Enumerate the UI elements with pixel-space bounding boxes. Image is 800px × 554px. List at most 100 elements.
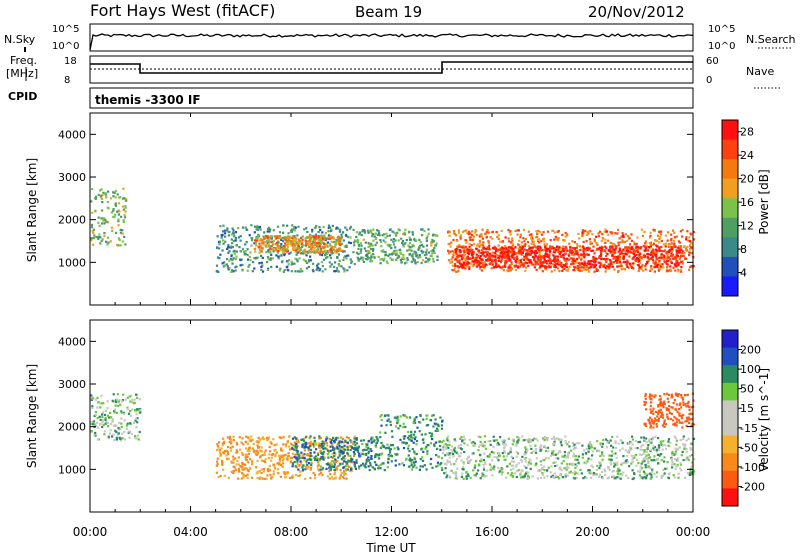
data-cell-power-981 [367,229,370,232]
data-cell-velocity-1991 [475,472,478,475]
data-cell-power-1413 [525,266,528,269]
data-cell-power-14 [123,213,126,217]
data-cell-power-1710 [664,234,667,237]
data-cell-velocity-1170 [390,455,394,458]
data-cell-velocity-582 [272,453,275,456]
data-cell-velocity-1868 [643,476,646,479]
data-cell-power-259 [341,231,345,234]
data-cell-power-2727 [634,259,637,262]
data-cell-velocity-1434 [453,438,456,441]
data-cell-velocity-1585 [601,454,604,457]
data-cell-power-1114 [415,252,418,255]
data-cell-power-299 [327,230,330,233]
data-cell-velocity-1975 [682,438,685,441]
data-cell-velocity-361 [256,459,259,462]
data-cell-velocity-1734 [570,462,573,465]
data-cell-power-2808 [628,250,631,253]
data-cell-power-1426 [455,234,458,237]
data-cell-power-841 [337,235,340,238]
data-cell-power-48 [124,198,127,201]
data-cell-power-209 [244,243,247,246]
data-cell-velocity-786 [353,463,356,466]
data-cell-velocity-1809 [674,458,677,461]
data-cell-velocity-455 [240,451,244,455]
data-cell-power-1984 [622,234,625,237]
data-cell-velocity-946 [358,452,361,455]
data-cell-velocity-862 [367,440,370,443]
data-cell-velocity-497 [245,435,248,438]
data-cell-power-148 [332,265,336,268]
data-cell-velocity-404 [241,472,244,475]
data-cell-velocity-148 [90,422,93,425]
data-cell-velocity-1018 [415,439,419,443]
data-cell-velocity-887 [330,465,333,468]
data-cell-power-1689 [532,240,535,243]
data-cell-power-2768 [555,266,558,269]
data-cell-power-349 [221,233,224,236]
data-cell-power-777 [324,237,327,240]
data-cell-power-2071 [638,267,641,270]
data-cell-power-1972 [664,257,667,260]
data-cell-velocity-1045 [423,464,426,467]
power-cbar-tick-label-6: 28 [740,126,754,139]
data-cell-velocity-893 [294,445,297,448]
data-cell-power-354 [335,239,338,242]
data-cell-power-1750 [504,236,507,239]
data-cell-velocity-549 [218,448,222,452]
data-cell-velocity-1892 [637,462,640,465]
data-cell-velocity-765 [293,448,296,451]
data-cell-power-411 [327,234,331,237]
data-cell-power-1531 [686,230,689,233]
data-cell-velocity-171 [96,421,99,424]
ytick-label-3: 4000 [58,128,86,141]
data-cell-power-2363 [504,261,507,265]
data-cell-power-913 [338,243,342,246]
data-cell-power-373 [277,257,280,260]
data-cell-power-2337 [612,248,615,251]
data-cell-power-472 [277,255,280,258]
data-cell-power-2096 [581,269,584,272]
data-cell-power-380 [282,224,285,227]
data-cell-velocity-1468 [645,476,648,480]
data-cell-velocity-687 [330,438,333,441]
data-cell-power-2103 [510,267,513,270]
data-cell-velocity-160 [138,398,141,401]
data-cell-velocity-123 [136,408,139,411]
data-cell-velocity-874 [351,458,354,461]
data-cell-velocity-379 [256,444,259,447]
data-cell-power-574 [303,228,306,231]
data-cell-velocity-1401 [522,439,525,442]
data-cell-power-2585 [465,256,468,259]
data-cell-velocity-909 [308,445,312,448]
data-cell-power-2715 [507,266,510,269]
data-cell-power-775 [297,245,300,248]
data-cell-velocity-630 [226,436,229,439]
data-cell-velocity-1739 [463,450,466,454]
data-cell-power-282 [343,250,346,253]
data-cell-velocity-270 [216,457,219,460]
data-cell-power-2881 [549,247,552,250]
data-cell-power-1265 [531,240,534,243]
data-cell-power-846 [322,235,326,238]
data-cell-velocity-360 [292,452,295,455]
data-cell-velocity-619 [306,453,309,456]
data-cell-velocity-1327 [541,472,544,475]
data-cell-velocity-940 [321,452,325,455]
data-cell-power-2762 [592,260,596,263]
data-cell-velocity-1225 [595,468,598,471]
data-cell-power-2777 [548,260,552,263]
data-cell-power-2394 [595,257,598,260]
data-cell-power-638 [271,243,274,246]
data-cell-power-982 [428,251,431,254]
data-cell-power-510 [345,244,348,247]
data-cell-velocity-576 [331,444,334,447]
data-cell-power-155 [337,253,340,256]
data-cell-velocity-1621 [503,451,506,454]
data-cell-velocity-1628 [527,474,530,477]
data-cell-power-915 [313,247,316,250]
data-cell-power-1406 [670,239,673,242]
data-cell-power-1096 [402,254,405,257]
data-cell-power-199 [230,233,234,236]
data-cell-velocity-555 [325,448,328,451]
data-cell-velocity-984 [344,439,347,442]
